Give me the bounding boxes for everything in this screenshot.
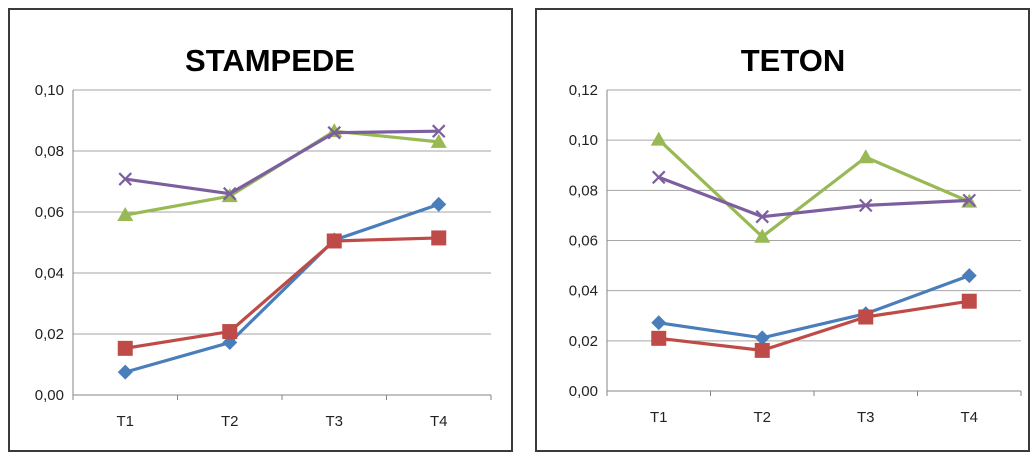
- data-point-diamond: [431, 196, 447, 212]
- data-point-diamond: [754, 330, 770, 346]
- data-point-square: [326, 233, 342, 249]
- x-tick-label: T1: [650, 409, 668, 426]
- y-tick-label: 0,00: [35, 387, 64, 404]
- chart-title: STAMPEDE: [185, 43, 355, 78]
- series-line: [658, 274, 970, 340]
- stampede-chart-panel: STAMPEDE 0,00 0,02 0,04 0,06 0,08 0,10 T1 T2 T3 T…: [8, 8, 513, 452]
- data-point-diamond: [651, 315, 667, 331]
- stampede-chart: STAMPEDE 0,00 0,02 0,04 0,06 0,08 0,10 T1 T2 T3 T…: [35, 43, 492, 430]
- data-point-square: [117, 340, 133, 356]
- y-tick-label: 0,10: [35, 82, 64, 99]
- y-tick-label: 0,02: [569, 333, 598, 350]
- data-point-square: [651, 330, 667, 346]
- y-tick-label: 0,12: [569, 82, 598, 99]
- teton-chart: TETON 0,00 0,02 0,04 0,06 0,08 0,10 0,12 T1 T2 T3…: [569, 43, 1022, 426]
- x-tick-label: T2: [221, 413, 239, 430]
- y-tick-label: 0,04: [35, 265, 64, 282]
- data-point-diamond: [117, 364, 133, 380]
- data-point-triangle: [117, 207, 134, 222]
- series-line: [124, 129, 439, 217]
- series-line: [124, 236, 439, 350]
- y-tick-label: 0,02: [35, 326, 64, 343]
- data-point-x: [327, 125, 342, 140]
- data-point-diamond: [961, 268, 977, 284]
- x-tick-label: T4: [430, 413, 448, 430]
- data-point-x: [222, 186, 237, 201]
- x-tick-label: T4: [960, 409, 978, 426]
- y-tick-label: 0,06: [569, 233, 598, 250]
- y-tick-label: 0,08: [569, 182, 598, 199]
- data-point-triangle: [754, 228, 771, 243]
- y-tick-label: 0,00: [569, 383, 598, 400]
- series-line: [125, 129, 439, 196]
- series-line: [658, 299, 970, 352]
- data-point-x: [118, 172, 133, 186]
- data-point-x: [962, 193, 977, 208]
- data-point-x: [651, 170, 666, 185]
- series-line: [124, 202, 440, 374]
- data-point-square: [961, 293, 977, 309]
- data-point-square: [222, 324, 238, 340]
- x-tick-label: T1: [116, 413, 134, 430]
- teton-chart-panel: TETON 0,00 0,02 0,04 0,06 0,08 0,10 0,12 T1 T2 T3…: [535, 8, 1030, 452]
- x-tick-label: T2: [753, 409, 771, 426]
- x-tick-label: T3: [857, 409, 875, 426]
- data-point-triangle: [857, 149, 874, 164]
- data-point-triangle: [650, 131, 667, 146]
- y-tick-label: 0,10: [569, 132, 598, 149]
- data-point-square: [754, 342, 770, 358]
- data-point-square: [858, 309, 874, 325]
- chart-title: TETON: [741, 43, 846, 78]
- data-point-x: [431, 124, 446, 138]
- y-tick-label: 0,04: [569, 283, 598, 300]
- data-point-triangle: [430, 133, 447, 148]
- data-point-x: [755, 209, 770, 224]
- data-point-x: [858, 198, 873, 213]
- series-line: [658, 175, 970, 219]
- y-tick-label: 0,08: [35, 143, 64, 160]
- x-tick-label: T3: [325, 413, 343, 430]
- y-tick-label: 0,06: [35, 204, 64, 221]
- data-point-square: [431, 230, 447, 246]
- series-line: [657, 138, 970, 239]
